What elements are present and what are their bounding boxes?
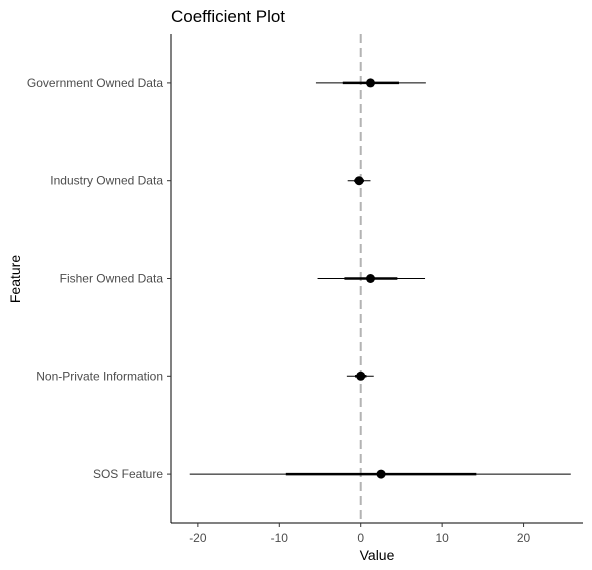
y-tick-label: Industry Owned Data <box>50 174 163 188</box>
coefficient-point <box>365 78 375 88</box>
y-tick-label: SOS Feature <box>93 467 163 481</box>
coefficient-point <box>376 469 386 479</box>
x-tick-label: 0 <box>357 531 364 545</box>
y-tick-label: Government Owned Data <box>27 76 163 90</box>
coefficient-point <box>356 371 366 381</box>
y-axis-title: Feature <box>7 255 23 303</box>
coefficient-point <box>365 274 375 283</box>
chart-title: Coefficient Plot <box>171 7 285 26</box>
x-axis-title: Value <box>360 547 395 563</box>
y-tick-label: Fisher Owned Data <box>60 272 164 286</box>
x-tick-label: 20 <box>517 531 531 545</box>
y-tick-label: Non-Private Information <box>36 369 163 383</box>
coefficient-point <box>354 176 364 186</box>
plot-area: -20 -10 0 10 20 Government Owned Data Industry… <box>27 34 583 545</box>
x-tick-label: -20 <box>189 531 207 545</box>
x-tick-label: -10 <box>271 531 289 545</box>
x-tick-label: 10 <box>435 531 449 545</box>
